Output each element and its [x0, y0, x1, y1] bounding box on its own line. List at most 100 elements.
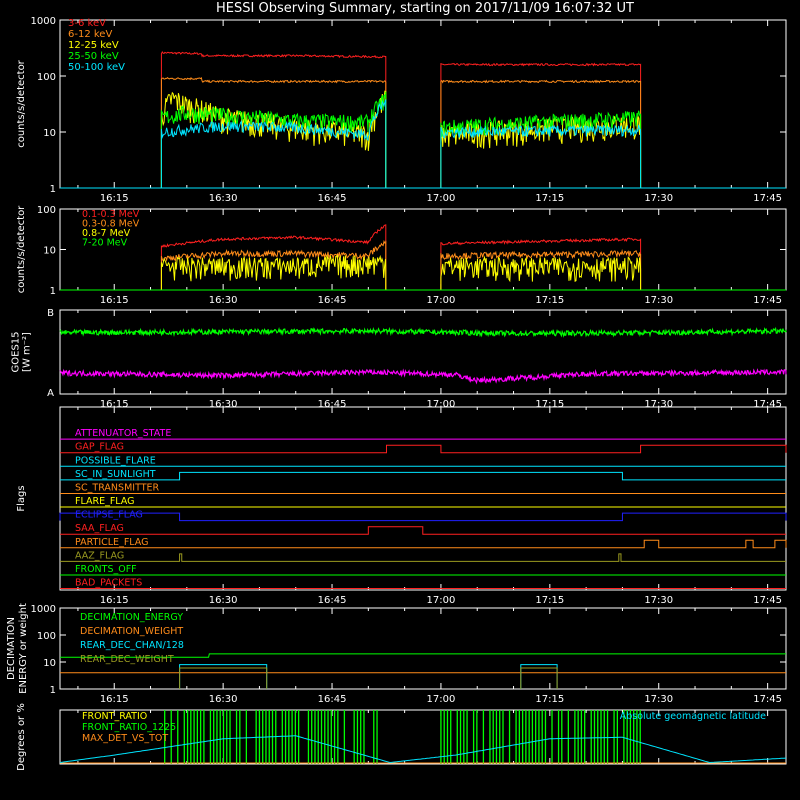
series-0.8-7 MeV	[160, 254, 387, 290]
legend-entry: 7-20 MeV	[82, 238, 128, 249]
flag-label: ATTENUATOR_STATE	[75, 428, 171, 439]
time-tick-label: 16:15	[100, 193, 129, 204]
series-DECIMATION_ENERGY	[60, 653, 786, 658]
flag-label: AAZ_FLAG	[75, 550, 124, 561]
y-tick-label: 10	[43, 246, 56, 257]
time-tick-label: 17:45	[753, 694, 782, 705]
legend-entry: 0.1-0.3 MeV	[82, 209, 140, 220]
y-tick-label: 10	[43, 128, 56, 139]
series-3-6 keV-seg2	[440, 62, 642, 188]
y-axis-label: Degrees or %	[16, 703, 27, 771]
time-tick-label: 17:30	[644, 295, 673, 306]
y-tick-label: B	[47, 308, 54, 319]
flag-line-PARTICLE_FLAG	[60, 539, 787, 549]
series-0.8-7 MeV-seg2	[440, 255, 642, 290]
flag-label: SAA_FLAG	[75, 523, 124, 534]
series-6-12 keV	[160, 76, 387, 188]
y-tick-label: 10	[43, 658, 56, 669]
flag-label: FLARE_FLAG	[75, 496, 135, 507]
time-tick-label: 17:15	[535, 595, 564, 606]
panel-frame-5	[59, 607, 787, 690]
time-tick-label: 16:45	[318, 295, 347, 306]
time-tick-label: 16:15	[100, 399, 129, 410]
y-axis-label: counts/s/detector	[16, 59, 27, 147]
y-axis-label-group: GOES15 [W m⁻²]	[11, 331, 33, 372]
legend-entry: MAX_DET_VS_TOT	[82, 733, 168, 744]
legend-entry: DECIMATION_WEIGHT	[80, 626, 183, 637]
y-axis-label-group: Degrees or %	[16, 703, 27, 771]
y-axis-label: ENERGY or weight	[18, 603, 29, 694]
series-GOES 0.5-4 A	[59, 368, 787, 385]
time-tick-label: 17:15	[535, 399, 564, 410]
flag-label: GAP_FLAG	[75, 442, 124, 453]
y-axis-label-group: counts/s/detector	[16, 205, 27, 293]
time-tick-label: 16:30	[209, 193, 238, 204]
legend-entry: 0.3-0.8 MeV	[82, 219, 140, 230]
series-0.3-0.8 MeV	[160, 239, 387, 290]
legend-entry: 0.8-7 MeV	[82, 228, 131, 239]
time-tick-label: 16:45	[318, 595, 347, 606]
series-50-100 keV	[160, 99, 387, 188]
series-0.3-0.8 MeV-seg2	[440, 248, 642, 290]
series-50-100 keV-seg2	[440, 124, 642, 188]
time-tick-label: 16:15	[100, 694, 129, 705]
y-axis-label: [W m⁻²]	[22, 332, 33, 372]
series-25-50 keV-seg2	[440, 110, 642, 188]
time-tick-label: 17:15	[535, 295, 564, 306]
flag-label: SC_TRANSMITTER	[75, 482, 160, 493]
legend-entry: FRONT_RATIO	[82, 711, 147, 722]
time-tick-label: 17:15	[535, 193, 564, 204]
time-tick-label: 16:30	[209, 295, 238, 306]
time-tick-label: 17:30	[644, 399, 673, 410]
time-tick-label: 16:15	[100, 595, 129, 606]
y-tick-label: 100	[37, 205, 56, 216]
annotation-geomagnetic-latitude: Absolute geomagnetic latitude	[620, 711, 766, 722]
y-axis-label-group: DECIMATION ENERGY or weight	[6, 603, 29, 694]
y-axis-label: counts/s/detector	[16, 205, 27, 293]
time-tick-label: 17:30	[644, 694, 673, 705]
time-tick-label: 17:45	[753, 595, 782, 606]
time-tick-label: 17:45	[753, 399, 782, 410]
panel-frame-1	[59, 19, 787, 189]
series-0.1-0.3 MeV	[160, 224, 387, 290]
y-axis-label: GOES15	[11, 331, 22, 372]
flag-label: FRONTS_OFF	[75, 564, 137, 575]
y-tick-label: 1000	[31, 16, 56, 27]
flag-line-ECLIPSE_FLAG	[59, 512, 787, 522]
flag-label: POSSIBLE_FLARE	[75, 455, 156, 466]
time-tick-label: 16:15	[100, 295, 129, 306]
legend-entry: REAR_DEC_WEIGHT	[80, 654, 174, 665]
time-tick-label: 17:15	[535, 694, 564, 705]
time-tick-label: 17:45	[753, 295, 782, 306]
y-tick-label: 1	[50, 286, 56, 297]
flag-label: SC_IN_SUNLIGHT	[75, 469, 156, 480]
y-tick-label: 100	[37, 631, 56, 642]
series-REAR_DEC_WEIGHT	[179, 667, 268, 689]
time-tick-label: 17:00	[427, 595, 456, 606]
series-3-6 keV	[160, 51, 387, 188]
flag-label: BAD_PACKETS	[75, 578, 142, 589]
legend-entry: 50-100 keV	[68, 62, 125, 73]
legend-entry: REAR_DEC_CHAN/128	[80, 640, 184, 651]
y-tick-label: 1000	[31, 604, 56, 615]
flag-label: PARTICLE_FLAG	[75, 537, 148, 548]
time-tick-label: 16:45	[318, 193, 347, 204]
panel-frame-4	[59, 406, 787, 591]
legend-entry: 25-50 keV	[68, 51, 119, 62]
legend-entry: 3-6 keV	[68, 18, 106, 29]
time-tick-label: 17:30	[644, 595, 673, 606]
legend-entry: DECIMATION_ENERGY	[80, 612, 183, 623]
time-tick-label: 17:45	[753, 193, 782, 204]
series-0.1-0.3 MeV-seg2	[440, 237, 642, 290]
series-12-25 keV-seg2	[440, 114, 642, 188]
panel-frame-6	[59, 709, 787, 765]
series-6-12 keV-seg2	[440, 79, 642, 188]
panel-frame-3	[59, 309, 787, 395]
series-25-50 keV	[160, 91, 387, 188]
series-12-25 keV	[160, 90, 387, 188]
time-tick-label: 17:00	[427, 193, 456, 204]
series-absolute-geomagnetic-latitude	[59, 735, 786, 764]
time-tick-label: 17:00	[427, 295, 456, 306]
flag-line-SC_IN_SUNLIGHT	[60, 471, 786, 481]
series-REAR_DEC_WEIGHT	[520, 667, 558, 689]
